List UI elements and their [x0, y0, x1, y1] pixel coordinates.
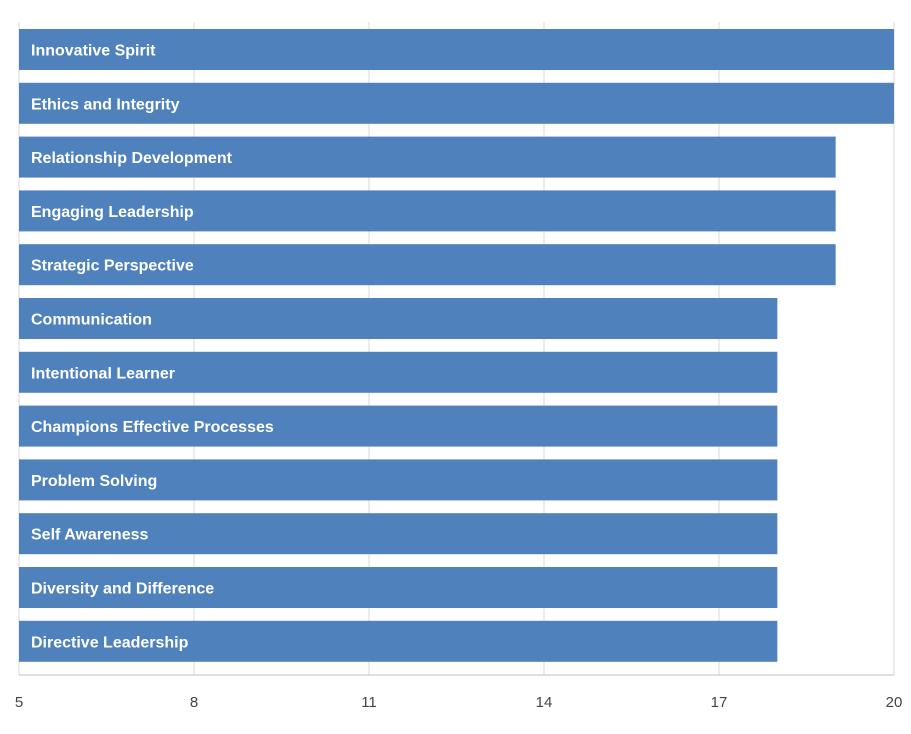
bar: [19, 405, 778, 447]
bar: [19, 136, 836, 178]
x-tick-label: 20: [886, 694, 903, 711]
bar-label: Communication: [31, 312, 152, 329]
bar: [19, 513, 778, 555]
bar: [19, 82, 894, 124]
x-tick-label: 5: [15, 694, 23, 711]
grid-lines: [18, 22, 895, 675]
bar: [19, 351, 778, 393]
bar: [19, 244, 836, 286]
bar: [19, 298, 778, 339]
bar-label: Intentional Learner: [31, 365, 175, 382]
bar-label: Strategic Perspective: [31, 258, 194, 275]
bar-label: Relationship Development: [31, 150, 233, 167]
x-tick-label: 14: [536, 694, 553, 711]
bar: [19, 567, 778, 608]
bars: Innovative Spirit Ethics and Integrity Rel…: [19, 29, 894, 662]
bar-label: Directive Leadership: [31, 634, 189, 651]
bar: [19, 29, 894, 70]
bar: [19, 620, 778, 662]
x-axis: 5 8 11 14 17 20: [15, 674, 903, 711]
bar-label: Problem Solving: [31, 473, 157, 490]
bar: [19, 190, 836, 232]
x-tick-label: 8: [190, 694, 198, 711]
bar-label: Innovative Spirit: [31, 43, 156, 60]
bar-label: Self Awareness: [31, 527, 149, 544]
x-tick-label: 17: [711, 694, 728, 711]
bar: [19, 459, 778, 501]
bar-label: Engaging Leadership: [31, 204, 194, 221]
bar-label: Champions Effective Processes: [31, 419, 274, 436]
bar-label: Ethics and Integrity: [31, 96, 180, 113]
x-tick-label: 11: [361, 694, 377, 711]
bar-label: Diversity and Difference: [31, 581, 214, 598]
